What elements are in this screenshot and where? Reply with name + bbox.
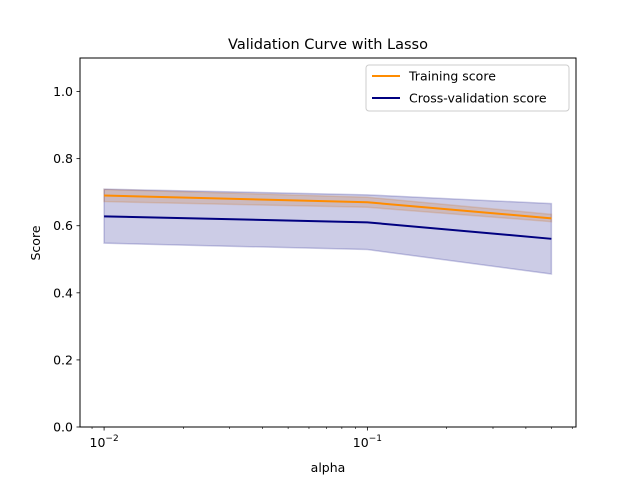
x-tick-label: 10−1 xyxy=(353,434,382,450)
y-tick-label: 0.2 xyxy=(53,352,73,367)
legend-box xyxy=(365,64,570,112)
y-tick-label: 0.8 xyxy=(53,151,73,166)
x-axis-label: alpha xyxy=(311,460,346,475)
series-line-0 xyxy=(104,194,552,220)
legend-label-1: Cross-validation score xyxy=(409,91,547,106)
legend-label-0: Training score xyxy=(408,69,496,84)
std-band-1 xyxy=(103,188,553,275)
y-tick-label: 0.0 xyxy=(53,420,73,435)
legend: Training score Cross-validation score xyxy=(365,64,570,112)
y-tick-label: 1.0 xyxy=(53,84,73,99)
series-line-1 xyxy=(104,215,552,240)
y-tick-label: 0.6 xyxy=(53,218,73,233)
axes-frame xyxy=(79,57,577,428)
y-axis-label: Score xyxy=(28,225,43,260)
chart-title: Validation Curve with Lasso xyxy=(228,37,428,53)
y-tick-label: 0.4 xyxy=(53,285,73,300)
x-tick-label: 10−2 xyxy=(90,434,119,450)
plot-area: 0.0 0.2 0.4 0.6 0.8 1.0 10−2 10−1 xyxy=(53,57,577,450)
